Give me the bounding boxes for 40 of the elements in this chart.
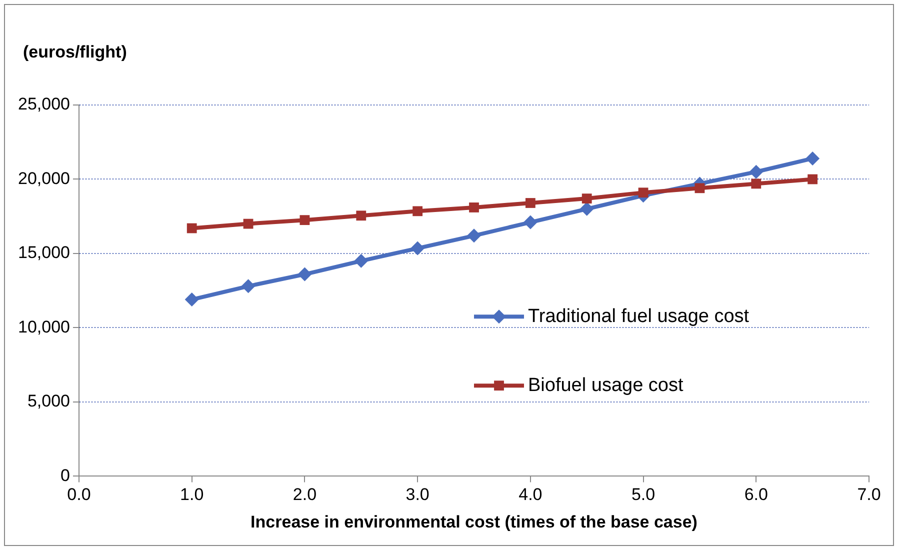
y-tick-label: 0 [60,466,70,485]
y-tick-label: 10,000 [18,317,70,336]
point [410,241,425,256]
x-axis-title: Increase in environmental cost (times of the base case) [250,512,698,532]
point [806,151,820,166]
x-tick-label: 3.0 [406,485,430,504]
point [356,210,366,221]
point [523,215,538,230]
x-tick-label: 6.0 [744,485,768,504]
x-tick-label: 0.0 [67,485,91,504]
legend-label: Traditional fuel usage cost [528,306,750,327]
x-tick-label: 4.0 [518,485,542,504]
point [749,164,764,179]
point [751,178,762,189]
x-tick-label: 2.0 [292,485,317,504]
point [184,292,199,307]
point [241,279,256,294]
y-tick-label: 20,000 [18,168,70,188]
y-tick-label: 15,000 [18,243,70,262]
x-tick-label: 7.0 [857,485,881,504]
x-tick-label: 5.0 [631,485,656,504]
point [186,223,197,234]
point [525,198,536,208]
point [469,202,479,212]
y-tick-label: 5,000 [27,392,70,411]
point [694,183,705,194]
point [808,174,818,184]
point [580,202,594,216]
x-tick-label: 1.0 [180,485,204,504]
y-axis-title: (euros/flight) [23,42,127,62]
point [638,188,648,198]
point [412,206,423,216]
legend-label: Biofuel usage cost [528,374,684,396]
point [354,254,368,268]
y-tick-label: 25,000 [18,94,70,114]
point [300,215,310,226]
point [243,218,254,229]
point [582,194,592,204]
point [467,228,481,243]
point [298,267,312,282]
